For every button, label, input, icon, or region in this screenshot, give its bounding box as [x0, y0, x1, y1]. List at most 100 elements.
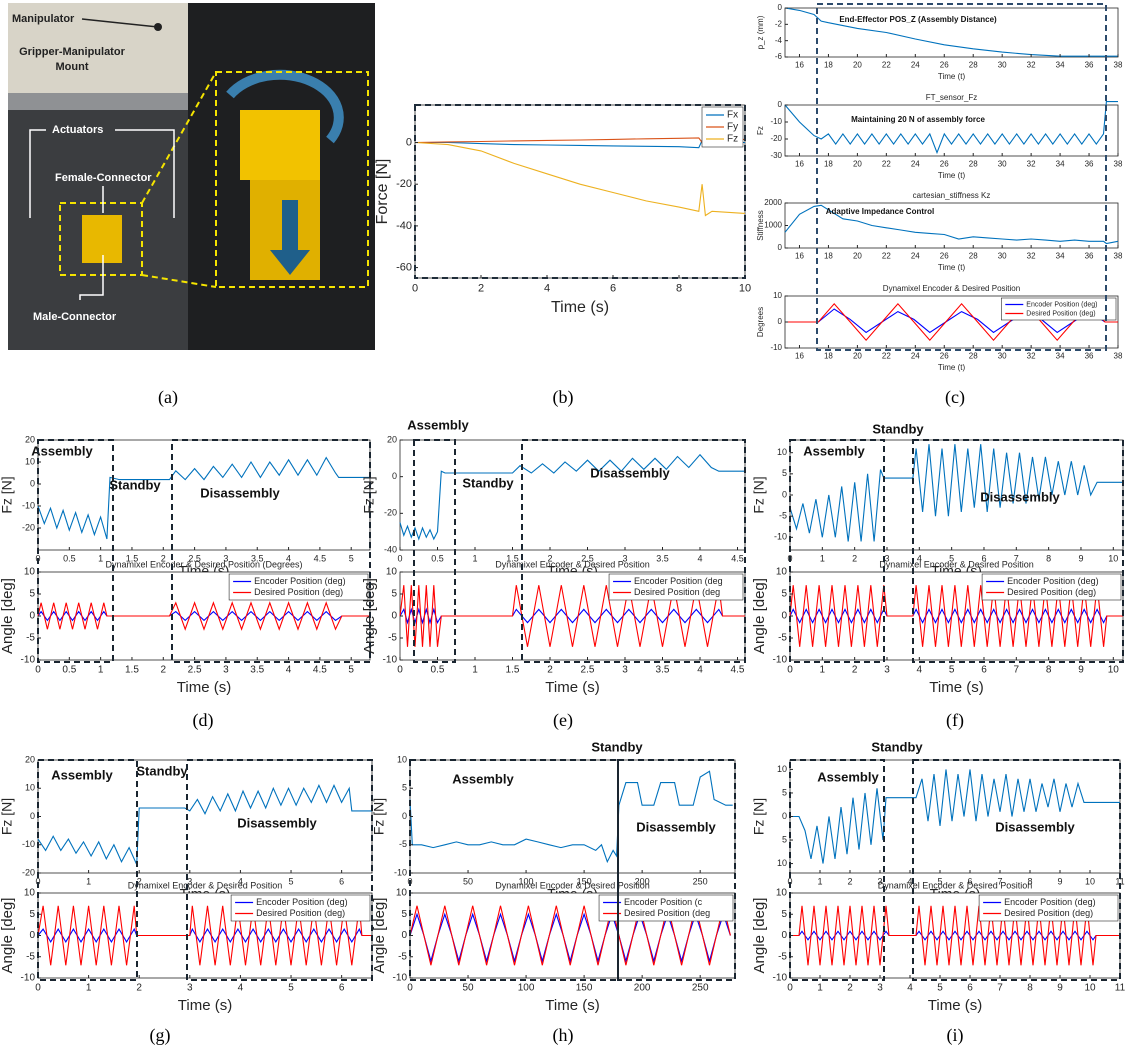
caption: (b) — [553, 387, 574, 408]
x-tick-label: 1 — [817, 983, 823, 994]
chart: 161820222426283032343638-10010Time (t)De… — [756, 284, 1123, 372]
y-tick-label: 5 — [782, 787, 787, 797]
y-tick-label: -5 — [388, 633, 397, 644]
x-tick-label: 10 — [1108, 554, 1118, 564]
x-tick-label: 250 — [693, 877, 708, 887]
y-axis-label: p_z (mm) — [756, 15, 765, 49]
chart: 00.511.522.533.544.5-10-50510Time (s)Ang… — [361, 559, 745, 696]
chart-title: cartesian_stiffness Kz — [913, 191, 991, 200]
x-tick-label: 18 — [824, 160, 833, 169]
x-tick-label: 4 — [907, 983, 913, 994]
y-tick-label: 0 — [406, 136, 412, 148]
y-axis-label: Degrees — [756, 307, 765, 337]
chart-title: Dynamixel Encoder & Desired Position — [883, 284, 1020, 293]
chart: 012345678910-10-50510Time (s)Fz [N]Assem… — [751, 421, 1123, 578]
x-tick-label: 6 — [967, 983, 973, 994]
x-tick-label: 24 — [911, 252, 920, 261]
y-tick-label: 10 — [24, 567, 36, 578]
y-tick-label: 0 — [30, 811, 35, 821]
y-tick-label: 10 — [386, 567, 398, 578]
x-tick-label: 8 — [1046, 665, 1052, 676]
x-tick-label: 2 — [161, 665, 167, 676]
photo-label: Manipulator — [12, 13, 75, 25]
chart: 00.511.522.533.544.55-20-1001020Time (s)… — [0, 434, 370, 578]
legend-label: Encoder Position (deg — [634, 576, 723, 586]
x-tick-label: 5 — [949, 665, 955, 676]
y-tick-label: -5 — [778, 633, 787, 644]
legend-label: Encoder Position (deg) — [1004, 897, 1096, 907]
y-tick-label: 10 — [773, 291, 782, 300]
y-tick-label: -10 — [22, 839, 35, 849]
y-tick-label: 0 — [391, 611, 397, 622]
legend-label: Desired Position (deg) — [256, 908, 345, 918]
x-tick-label: 22 — [882, 160, 891, 169]
x-tick-label: 4 — [544, 283, 550, 295]
connector — [82, 215, 122, 263]
x-tick-label: 1 — [817, 877, 822, 887]
y-tick-label: 5 — [781, 909, 787, 920]
photo: Manipulator Gripper-Manipulator Mount Ac… — [8, 3, 375, 350]
annotation: Disassembly — [237, 815, 317, 830]
y-tick-label: 5 — [401, 909, 407, 920]
x-tick-label: 38 — [1114, 160, 1123, 169]
x-tick-label: 250 — [692, 983, 709, 994]
y-axis-label: Stiffness — [756, 210, 765, 241]
x-tick-label: 22 — [882, 252, 891, 261]
x-tick-label: 24 — [911, 352, 920, 361]
x-tick-label: 38 — [1114, 252, 1123, 261]
x-tick-label: 26 — [940, 352, 949, 361]
x-tick-label: 0 — [787, 983, 793, 994]
x-tick-label: 150 — [576, 983, 593, 994]
legend-label: Encoder Position (deg) — [1026, 301, 1097, 308]
annotation: Standby — [136, 763, 188, 778]
y-tick-label: -5 — [399, 839, 407, 849]
y-tick-label: -20 — [396, 178, 412, 190]
y-tick-label: 5 — [782, 834, 787, 844]
annotation: Assembly — [817, 769, 879, 784]
legend: Encoder Position (cDesired Position (deg — [599, 895, 733, 921]
x-tick-label: 9 — [1057, 877, 1062, 887]
x-tick-label: 20 — [853, 352, 862, 361]
y-tick-label: 5 — [781, 589, 787, 600]
x-tick-label: 4.5 — [313, 665, 327, 676]
y-tick-label: -20 — [384, 508, 397, 518]
x-tick-label: 1 — [472, 665, 478, 676]
y-axis-label: Angle [deg] — [0, 898, 16, 974]
x-tick-label: 0 — [397, 554, 402, 564]
y-tick-label: -5 — [779, 511, 787, 521]
y-tick-label: 0 — [778, 100, 783, 109]
x-tick-label: 32 — [1027, 61, 1036, 70]
x-tick-label: 5 — [348, 665, 354, 676]
y-tick-label: 0 — [778, 243, 783, 252]
caption: (e) — [553, 710, 573, 731]
annotation: Disassembly — [200, 485, 280, 500]
x-tick-label: 0.5 — [63, 554, 76, 564]
x-tick-label: 28 — [969, 252, 978, 261]
y-tick-label: -5 — [26, 951, 35, 962]
x-tick-label: 4.5 — [731, 554, 744, 564]
y-tick-label: 0 — [778, 317, 783, 326]
x-tick-label: 2 — [852, 665, 858, 676]
legend: Encoder Position (degDesired Position (d… — [609, 574, 743, 600]
x-tick-label: 9 — [1057, 983, 1063, 994]
x-axis-label: Time (s) — [177, 679, 231, 696]
x-tick-label: 26 — [940, 252, 949, 261]
y-tick-label: -10 — [773, 655, 788, 666]
x-tick-label: 24 — [911, 61, 920, 70]
x-tick-label: 18 — [824, 252, 833, 261]
x-tick-label: 3 — [884, 665, 890, 676]
annotation: Standby — [871, 739, 923, 754]
legend: Encoder Position (deg)Desired Position (… — [982, 574, 1121, 600]
x-tick-label: 38 — [1114, 61, 1123, 70]
y-tick-label: -10 — [383, 655, 398, 666]
figure: Manipulator Gripper-Manipulator Mount Ac… — [0, 0, 1126, 1053]
x-tick-label: 50 — [463, 877, 473, 887]
annotation: Assembly — [31, 443, 93, 458]
x-tick-label: 7 — [997, 983, 1003, 994]
x-tick-label: 30 — [998, 252, 1007, 261]
annotation: Disassembly — [636, 819, 716, 834]
chart-title: Dynamixel Encoder & Desired Position — [878, 880, 1033, 890]
legend-label: Desired Position (deg — [634, 587, 720, 597]
annotation: Standby — [462, 475, 514, 490]
x-tick-label: 26 — [940, 160, 949, 169]
